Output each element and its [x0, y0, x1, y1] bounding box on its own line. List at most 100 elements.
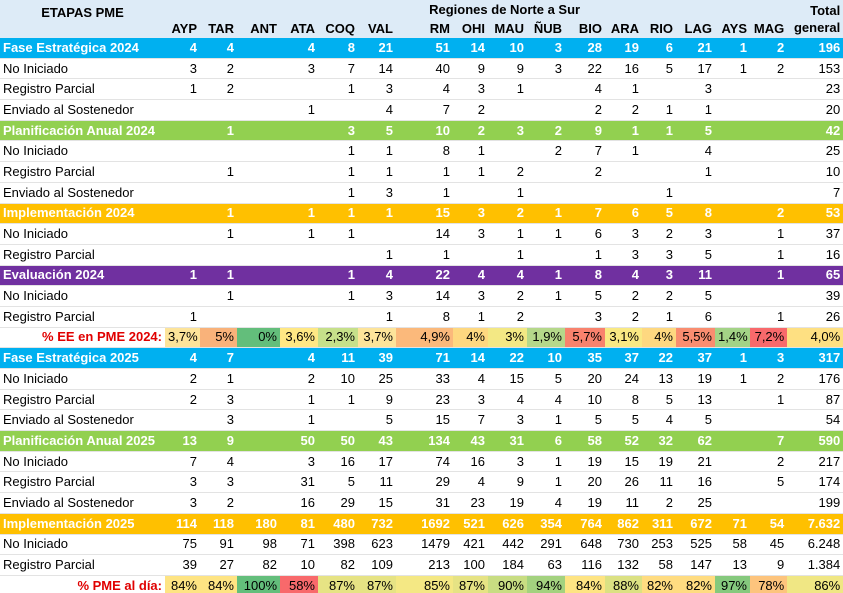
cell: 31 [396, 492, 453, 514]
cell: 5 [676, 244, 715, 266]
cell: 2 [200, 78, 237, 101]
cell [527, 99, 565, 121]
cell [715, 99, 750, 121]
cell: 1 [453, 161, 488, 183]
cell: 1 [200, 161, 237, 183]
cell: 3 [453, 389, 488, 411]
cell [676, 182, 715, 204]
cell: 4% [642, 327, 676, 349]
cell: 3 [165, 471, 200, 494]
row-label: No Iniciado [0, 58, 165, 80]
cell: 1 [200, 368, 237, 390]
cell: 98 [237, 534, 280, 556]
cell [527, 244, 565, 266]
cell: 4,9% [396, 327, 453, 349]
cell: 19 [676, 368, 715, 390]
cell: 5 [750, 471, 788, 494]
cell: 4 [527, 492, 565, 514]
cell: 1 [318, 78, 358, 101]
cell: 1 [200, 223, 237, 245]
cell: 730 [605, 534, 642, 556]
cell [165, 140, 200, 163]
cell [642, 78, 676, 101]
cell: 22 [642, 347, 676, 369]
cell: 10 [565, 389, 605, 411]
cell: 3 [358, 285, 396, 307]
cell: 184 [488, 554, 527, 576]
cell [280, 161, 318, 183]
cell: 87% [453, 575, 488, 593]
cell: 1 [165, 265, 200, 287]
cell: 97% [715, 575, 750, 593]
cell: 39 [165, 554, 200, 576]
cell: 2 [453, 120, 488, 142]
cell: 3 [358, 78, 396, 101]
cell: 1 [200, 203, 237, 225]
cell: 2 [527, 120, 565, 142]
cell: 1 [488, 223, 527, 245]
cell: 4 [200, 38, 237, 59]
cell: 21 [676, 451, 715, 473]
cell: 5,5% [676, 327, 715, 349]
cell: 2,3% [318, 327, 358, 349]
cell: 1 [676, 161, 715, 183]
cell [605, 161, 642, 183]
cell: 2 [527, 140, 565, 163]
cell [453, 182, 488, 204]
row-label: No Iniciado [0, 451, 165, 473]
cell: 17 [358, 451, 396, 473]
cell: 2 [642, 285, 676, 307]
cell: 1 [527, 471, 565, 494]
table-row: Planificación Anual 2025 13 9 50 50 43 134 43 31… [0, 430, 843, 452]
cell: 54 [750, 513, 788, 535]
cell: 3 [453, 78, 488, 101]
cell [527, 78, 565, 101]
cell: 3,7% [165, 327, 200, 349]
cell [237, 120, 280, 142]
cell: 19 [642, 451, 676, 473]
cell [200, 140, 237, 163]
cell [715, 471, 750, 494]
cell: 1 [715, 368, 750, 390]
cell [750, 140, 788, 163]
cell: 9 [488, 58, 527, 80]
cell: 82% [642, 575, 676, 593]
row-label: Registro Parcial [0, 78, 165, 101]
cell: 1 [488, 244, 527, 266]
cell: 82 [237, 554, 280, 576]
cell: 26 [605, 471, 642, 494]
cell: 3 [750, 347, 788, 369]
cell: 5 [642, 58, 676, 80]
regions-title: Regiones de Norte a Sur [165, 0, 788, 19]
region-header: AYS [715, 19, 750, 38]
cell: 31 [488, 430, 527, 452]
cell [237, 182, 280, 204]
cell: 27 [200, 554, 237, 576]
cell [165, 182, 200, 204]
cell [165, 285, 200, 307]
cell: 2 [200, 58, 237, 80]
cell: 3 [280, 58, 318, 80]
cell [318, 306, 358, 328]
cell: 7 [565, 203, 605, 225]
cell [318, 409, 358, 432]
cell: 3 [453, 223, 488, 245]
cell: 1 [318, 182, 358, 204]
cell: 31 [280, 471, 318, 494]
cell: 1 [750, 265, 788, 287]
cell: 213 [396, 554, 453, 576]
cell: 2 [605, 285, 642, 307]
region-header: ARA [605, 19, 642, 38]
cell: 50 [280, 430, 318, 452]
row-total: 16 [787, 244, 843, 266]
cell: 1,4% [715, 327, 750, 349]
row-total: 7.632 [787, 513, 843, 535]
cell: 20 [565, 368, 605, 390]
cell: 1 [453, 306, 488, 328]
cell: 13 [715, 554, 750, 576]
row-total: 25 [787, 140, 843, 163]
cell [237, 244, 280, 266]
cell: 147 [676, 554, 715, 576]
cell: 1 [750, 306, 788, 328]
cell: 3 [642, 244, 676, 266]
